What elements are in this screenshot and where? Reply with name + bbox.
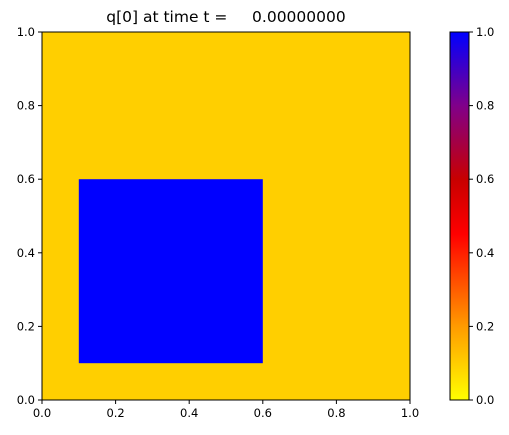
plot-area — [41, 31, 411, 401]
x-tick-label: 0.2 — [106, 406, 124, 420]
colorbar-tick-label: 0.6 — [476, 172, 494, 186]
colorbar-tick-label: 0.2 — [476, 319, 494, 333]
y-axis: 0.0 0.2 0.4 0.6 0.8 1.0 — [17, 25, 42, 407]
colorbar: 0.0 0.2 0.4 0.6 0.8 1.0 — [449, 25, 494, 407]
x-tick-label: 0.8 — [327, 406, 345, 420]
x-tick-label: 1.0 — [401, 406, 419, 420]
colorbar-tick-label: 0.0 — [476, 393, 494, 407]
y-tick-label: 0.4 — [17, 246, 35, 260]
field-region-0 — [78, 179, 263, 364]
x-tick-label: 0.4 — [180, 406, 198, 420]
y-tick-label: 0.6 — [17, 172, 35, 186]
x-tick-label: 0.6 — [254, 406, 272, 420]
colorbar-tick-label: 0.4 — [476, 246, 494, 260]
chart-title: q[0] at time t = 0.00000000 — [106, 8, 345, 26]
y-tick-label: 1.0 — [17, 25, 35, 39]
y-tick-label: 0.2 — [17, 319, 35, 333]
colorbar-tick-label: 0.8 — [476, 99, 494, 113]
colorbar-axis: 0.0 0.2 0.4 0.6 0.8 1.0 — [469, 25, 494, 407]
x-axis: 0.0 0.2 0.4 0.6 0.8 1.0 — [33, 400, 419, 420]
x-tick-label: 0.0 — [33, 406, 51, 420]
y-tick-label: 0.0 — [17, 393, 35, 407]
axes-frame — [41, 31, 411, 401]
colorbar-frame — [449, 31, 470, 401]
regions-layer — [78, 179, 263, 364]
y-tick-label: 0.8 — [17, 99, 35, 113]
colorbar-tick-label: 1.0 — [476, 25, 494, 39]
colorbar-fill — [450, 32, 469, 400]
